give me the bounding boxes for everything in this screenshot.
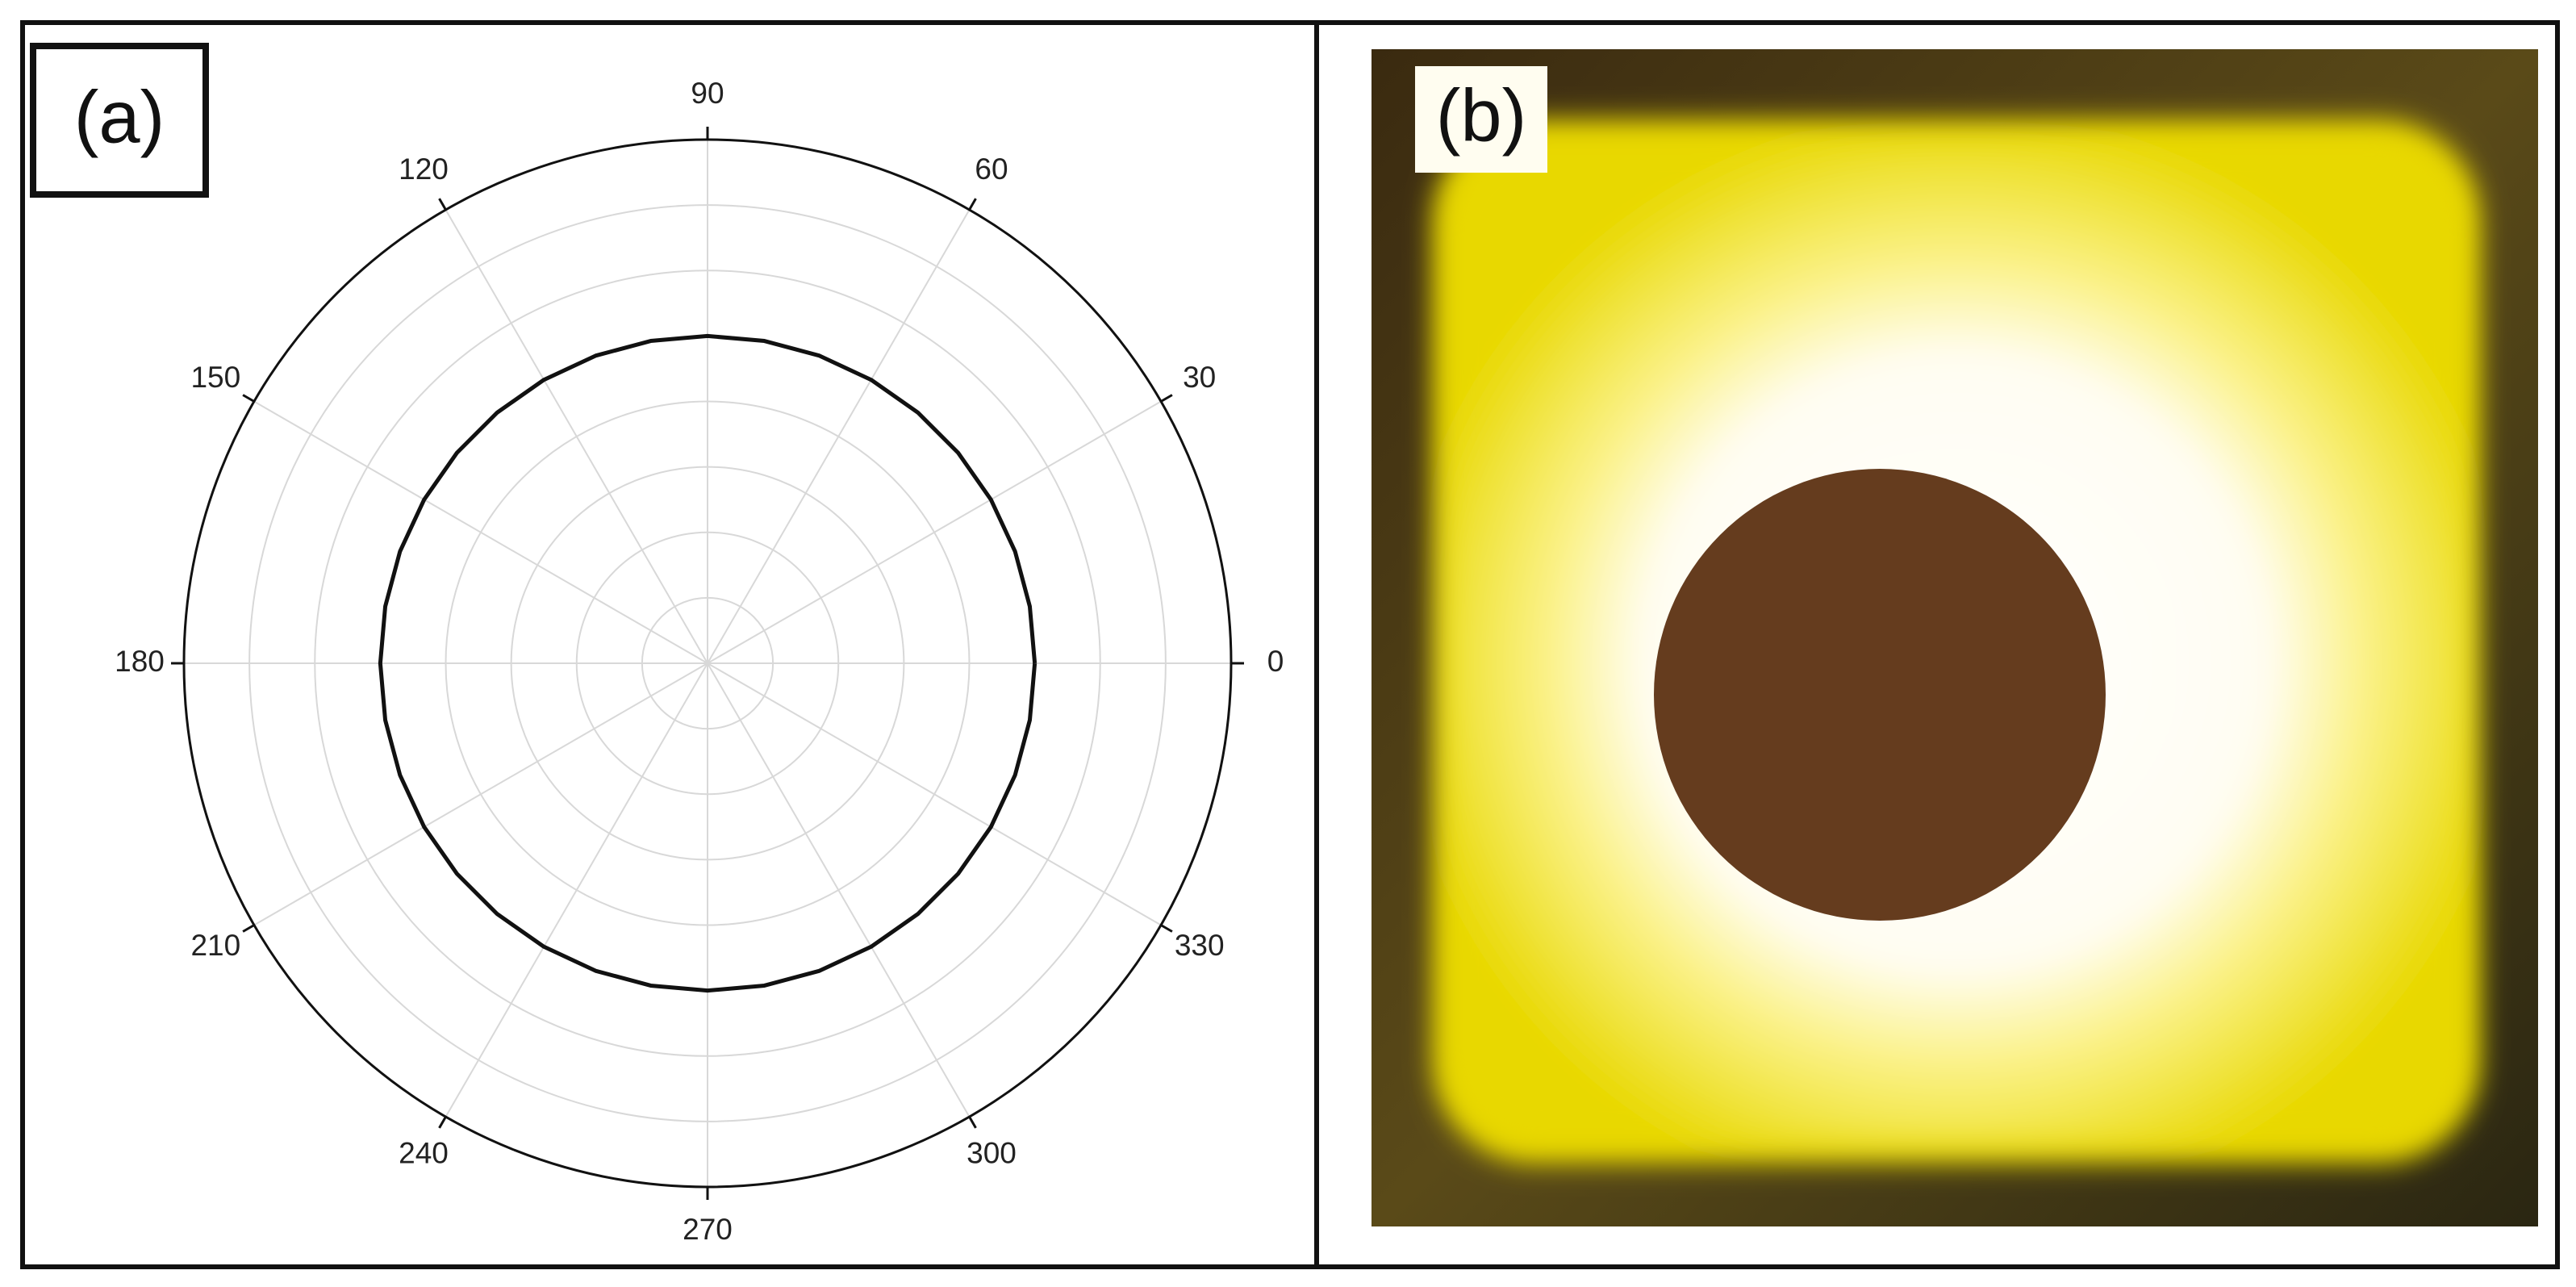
data-line xyxy=(378,333,1037,993)
grid-spoke xyxy=(253,662,708,926)
panel-label-box xyxy=(1415,66,1547,173)
polar-plot: 0 30 60 90 120 150 180 210 240 270 300 330 xyxy=(115,77,1284,1246)
photo: (b) xyxy=(1372,49,2538,1226)
grid-spoke xyxy=(707,209,971,664)
panel-label: (a) xyxy=(74,76,165,158)
panel-label-box xyxy=(30,43,209,198)
theta-tick-label: 0 xyxy=(1267,645,1284,678)
grid-spoke xyxy=(253,400,708,664)
grid-spoke xyxy=(445,209,708,664)
theta-tick xyxy=(968,198,977,211)
theta-tick xyxy=(438,198,447,211)
theta-tick xyxy=(242,924,255,933)
theta-tick-label: 270 xyxy=(683,1213,733,1246)
polar-outline xyxy=(182,138,1233,1189)
theta-tick-label: 150 xyxy=(190,361,240,394)
theta-tick-label: 210 xyxy=(190,929,240,962)
theta-tick-label: 120 xyxy=(399,153,449,186)
theta-tick xyxy=(438,1116,447,1129)
theta-tick-label: 330 xyxy=(1175,929,1225,962)
theta-tick-label: 30 xyxy=(1183,361,1216,394)
theta-tick xyxy=(242,394,255,403)
figure-border xyxy=(20,20,2560,1269)
theta-tick xyxy=(968,1116,977,1129)
theta-tick xyxy=(1160,394,1173,403)
theta-tick xyxy=(1160,924,1173,933)
theta-tick-label: 60 xyxy=(975,153,1008,186)
grid-spoke xyxy=(707,662,971,1118)
theta-tick-label: 300 xyxy=(967,1136,1017,1169)
grid-spoke xyxy=(707,662,1162,926)
theta-tick-label: 90 xyxy=(691,77,724,110)
photo-disc xyxy=(1654,469,2106,921)
panel-label: (b) xyxy=(1436,74,1526,157)
grid-spoke xyxy=(707,400,1162,664)
theta-tick-label: 180 xyxy=(115,645,165,678)
theta-tick-label: 240 xyxy=(399,1136,449,1169)
grid-spoke xyxy=(445,662,708,1118)
